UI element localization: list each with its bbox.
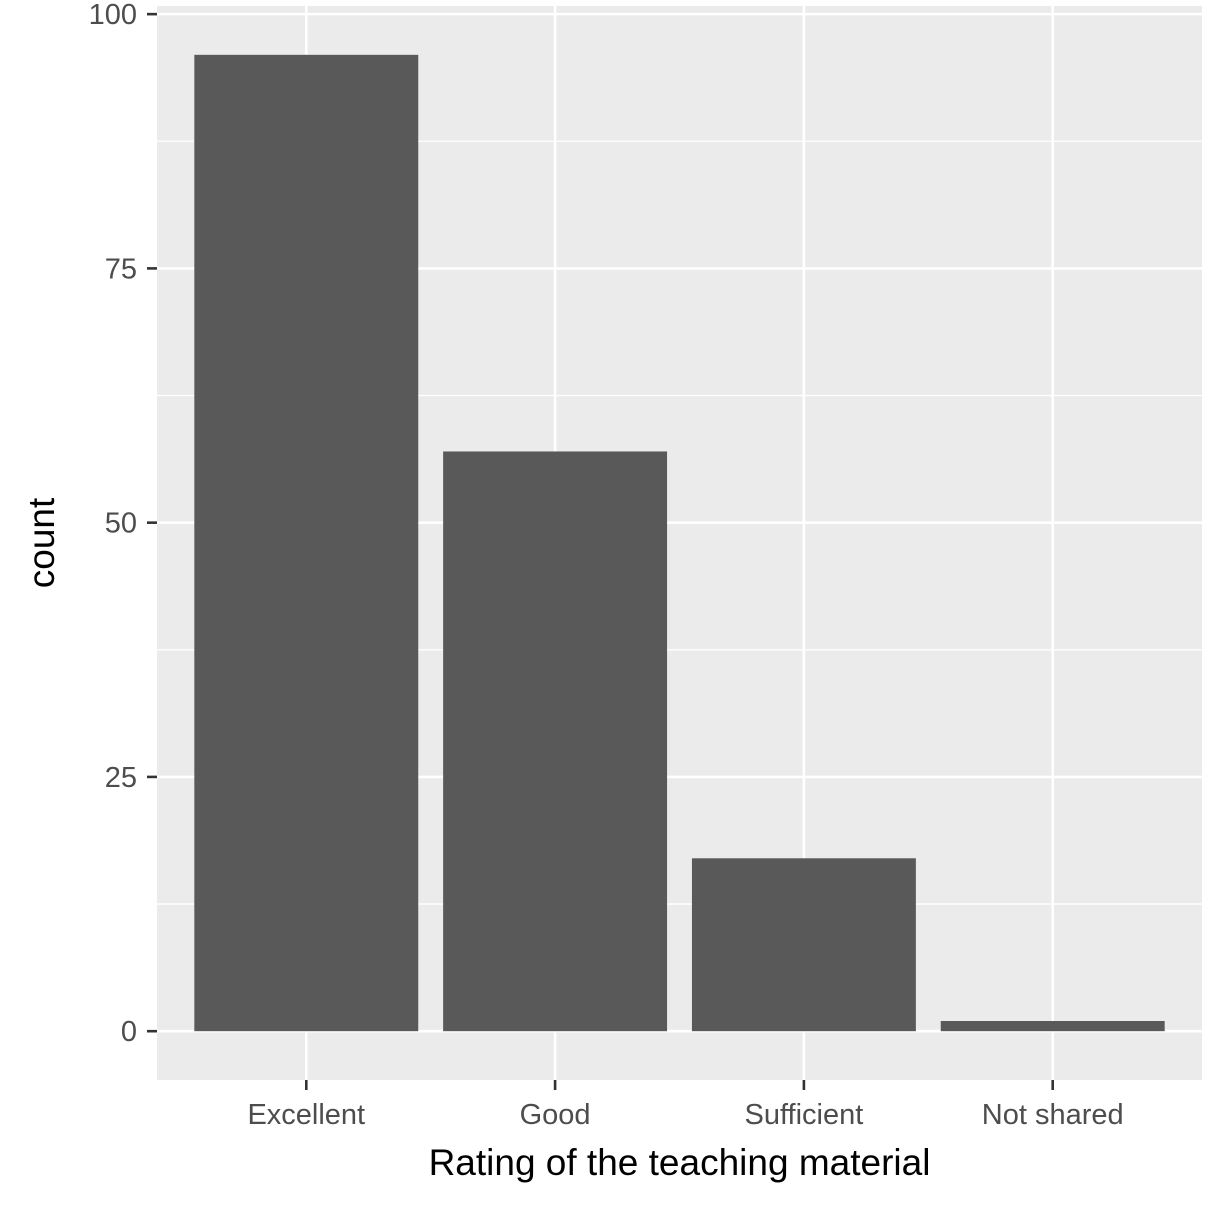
y-tick-label: 100: [89, 0, 137, 31]
bar-sufficient: [691, 858, 916, 1032]
x-tick-label: Sufficient: [745, 1099, 864, 1131]
y-axis-title: count: [21, 497, 62, 588]
x-tick-label: Not shared: [982, 1099, 1124, 1131]
x-tick-label: Excellent: [247, 1099, 365, 1131]
x-axis: Excellent Good Sufficient Not shared: [247, 1080, 1124, 1131]
y-tick-label: 25: [105, 762, 137, 794]
y-tick-label: 50: [105, 508, 137, 540]
bars: [194, 54, 1165, 1032]
bar-not-shared: [940, 1021, 1165, 1032]
bar-excellent: [194, 54, 419, 1032]
y-tick-label: 0: [121, 1016, 137, 1048]
x-axis-title: Rating of the teaching material: [429, 1142, 931, 1183]
y-axis: 0 25 50 75 100: [89, 0, 157, 1048]
y-tick-label: 75: [105, 253, 137, 285]
x-tick-label: Good: [520, 1099, 591, 1131]
bar-good: [443, 451, 668, 1032]
